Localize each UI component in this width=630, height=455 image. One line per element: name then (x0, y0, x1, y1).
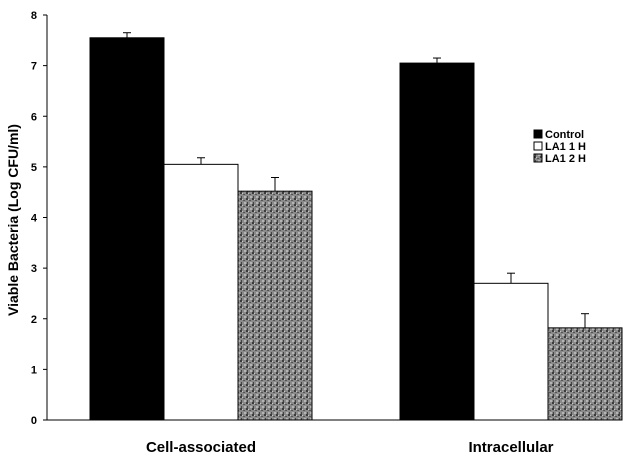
x-tick-label-intracellular: Intracellular (468, 439, 553, 455)
bar-la1-1-h-intracellular (473, 282, 549, 421)
bar-control-cell-associated (89, 37, 165, 421)
legend-swatch-la1-2-h (533, 153, 543, 163)
y-tick-label-1: 1 (31, 364, 37, 376)
y-tick-label-2: 2 (31, 314, 37, 326)
legend-swatch-control (533, 129, 543, 139)
y-tick-label-6: 6 (31, 111, 37, 123)
y-tick-label-7: 7 (31, 61, 37, 73)
bar-la1-2-h-cell-associated (237, 190, 313, 421)
legend-label-control: Control (545, 129, 584, 141)
error-bars-layer (123, 32, 589, 328)
y-tick-label-0: 0 (31, 415, 37, 427)
legend-label-la1-2-h: LA1 2 H (545, 153, 586, 165)
y-tick-label-8: 8 (31, 10, 37, 22)
y-tick-label-4: 4 (31, 213, 38, 225)
y-tick-label-5: 5 (31, 162, 37, 174)
y-axis-title: Viable Bacteria (Log CFU/ml) (5, 124, 21, 316)
bar-la1-2-h-intracellular (547, 327, 623, 421)
bars-layer (89, 37, 623, 421)
legend-label-la1-1-h: LA1 1 H (545, 141, 586, 153)
axes-layer (43, 14, 620, 421)
bar-la1-1-h-cell-associated (163, 163, 239, 421)
bar-control-intracellular (399, 62, 475, 421)
x-tick-label-cell-associated: Cell-associated (146, 439, 256, 455)
y-tick-label-3: 3 (31, 263, 37, 275)
labels-layer: Cell-associated Intracellular 0 1 2 3 4 5 6 7 8 (31, 10, 554, 455)
legend-swatch-la1-1-h (533, 141, 543, 151)
